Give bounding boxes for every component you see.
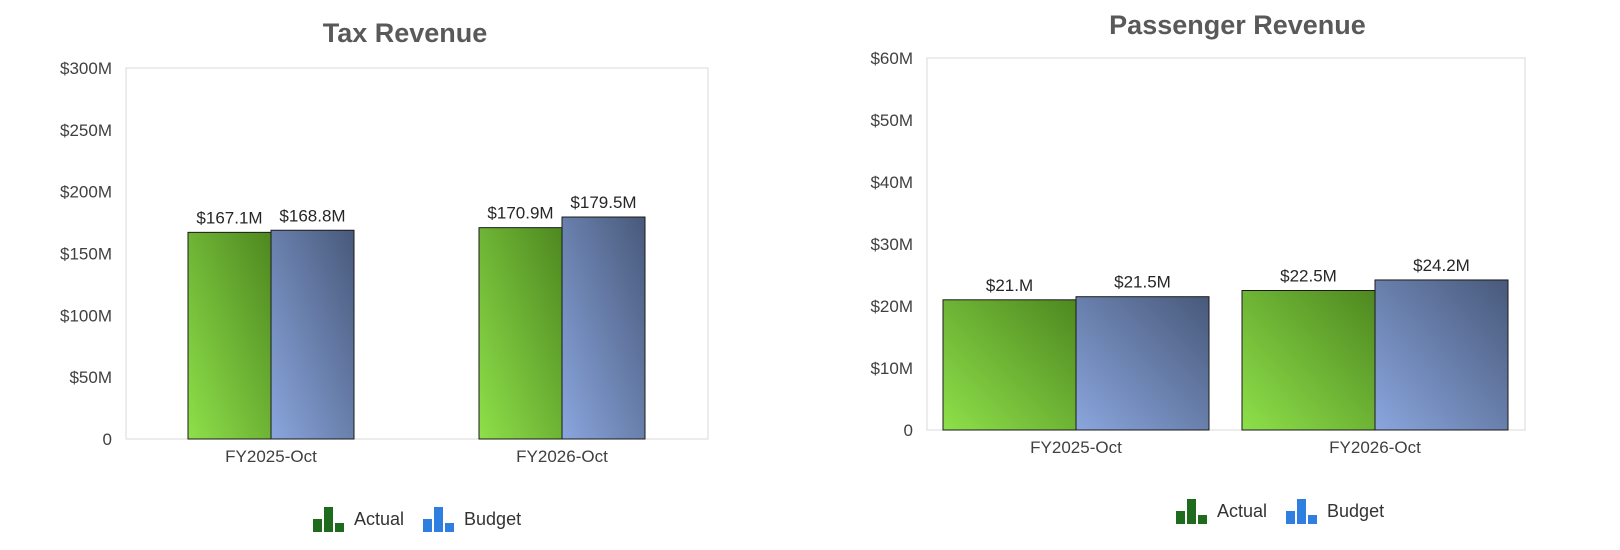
y-tick-label: $50M [870,111,913,130]
legend-item-budget[interactable]: Budget [422,505,521,533]
legend-label-actual: Actual [354,508,405,529]
bar-budget[interactable] [270,229,355,440]
x-tick-label: FY2025-Oct [225,447,317,466]
data-label: $167.1M [196,208,262,227]
y-tick-label: $20M [870,297,913,316]
bar-budget[interactable] [1075,296,1210,431]
data-label: $168.8M [279,206,345,225]
y-tick-label: $200M [60,183,112,202]
legend-label-actual: Actual [1217,500,1268,521]
data-label: $21.5M [1114,273,1171,292]
passenger-revenue-plot: 0 $10M $20M $30M $40M $50M $60M $21.M $21.5M FY20… [870,49,1526,457]
bar-actual[interactable] [1241,290,1376,431]
bar-actual[interactable] [187,231,272,440]
data-label: $24.2M [1413,256,1470,275]
tax-revenue-plot: 0 $50M $100M $150M $200M $250M $300M $167.1M $16… [60,59,709,466]
legend-label-budget: Budget [1327,500,1385,521]
y-tick-label: $300M [60,59,112,78]
legend-item-budget[interactable]: Budget [1285,497,1384,525]
y-tick-label: $100M [60,306,112,325]
legend-item-actual[interactable]: Actual [312,505,404,533]
bar-budget[interactable] [561,216,646,440]
x-tick-label: FY2025-Oct [1030,438,1122,457]
y-tick-label: $150M [60,245,112,264]
x-tick-label: FY2026-Oct [516,447,608,466]
y-tick-label: $40M [870,173,913,192]
blue-bars-icon [1286,499,1318,524]
bar-actual[interactable] [942,299,1077,431]
chart-legend: Actual Budget [312,505,521,533]
chart-title: Tax Revenue [322,18,488,48]
blue-bars-icon [423,507,455,532]
y-tick-label: $50M [69,368,112,387]
legend-item-actual[interactable]: Actual [1175,497,1267,525]
legend-label-budget: Budget [464,508,522,529]
plot-area [926,57,1526,431]
data-label: $179.5M [570,193,636,212]
y-tick-label: $30M [870,235,913,254]
green-bars-icon [1176,499,1207,524]
green-bars-icon [313,507,344,532]
data-label: $22.5M [1280,267,1337,286]
y-tick-label: $250M [60,121,112,140]
bar-budget[interactable] [1374,279,1509,431]
x-tick-label: FY2026-Oct [1329,438,1421,457]
chart-legend: Actual Budget [1175,497,1384,525]
y-tick-label: 0 [904,421,913,440]
y-tick-label: 0 [103,430,112,449]
plot-area [125,67,709,440]
chart-title: Passenger Revenue [1109,10,1366,40]
bar-actual[interactable] [478,227,563,440]
data-label: $21.M [986,276,1033,295]
y-tick-label: $10M [870,359,913,378]
tax-revenue-chart: Tax Revenue 0 $50M $100M $150M $200M $250M $30… [60,18,709,533]
passenger-revenue-chart: Passenger Revenue 0 $10M $20M $30M $40M $50M $… [855,0,1620,550]
data-label: $170.9M [487,204,553,223]
y-tick-label: $60M [870,49,913,68]
